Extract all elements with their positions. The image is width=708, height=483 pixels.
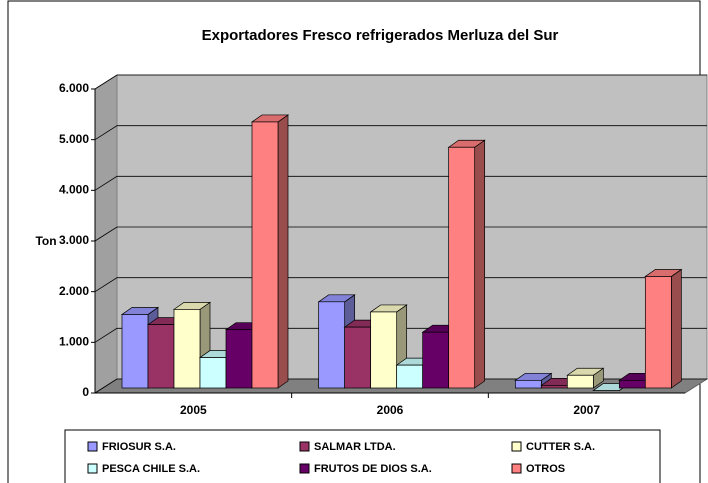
grid-line	[94, 226, 707, 242]
x-tick-label: 2007	[573, 403, 600, 417]
y-tick-label: 6.000	[59, 81, 89, 95]
bar-side	[474, 139, 486, 389]
legend-label: SALMAR LTDA.	[314, 441, 396, 453]
x-tick-label: 2006	[377, 403, 404, 417]
grid-line	[94, 74, 707, 90]
bar-front	[173, 309, 201, 389]
y-axis-label: Ton	[35, 234, 56, 248]
bar-front	[514, 379, 542, 389]
grid-line	[94, 378, 707, 394]
legend-label: FRUTOS DE DIOS S.A.	[314, 463, 432, 475]
grid-line	[94, 125, 707, 141]
bar-front	[225, 329, 253, 389]
y-tick-label: 4.000	[59, 183, 89, 197]
y-tick-label: 0	[82, 385, 89, 399]
legend-label: OTROS	[526, 463, 565, 475]
legend-label: PESCA CHILE S.A.	[102, 463, 200, 475]
legend-box	[64, 429, 661, 483]
y-tick-label: 5.000	[59, 132, 89, 146]
bar	[250, 114, 290, 389]
bar-front	[448, 146, 476, 389]
chart-title: Exportadores Fresco refrigerados Merluza…	[202, 27, 559, 44]
bar	[447, 139, 486, 389]
bar-front	[251, 121, 279, 389]
bar-side	[670, 268, 682, 389]
bar-front	[147, 324, 175, 389]
bar-front	[344, 326, 372, 389]
grid-line	[94, 277, 707, 293]
bar-front	[566, 374, 594, 389]
grid-line	[94, 175, 707, 191]
legend-label: FRIOSUR S.A.	[102, 441, 176, 453]
legend-swatch	[511, 441, 522, 452]
legend-swatch	[511, 463, 522, 474]
x-tick-label: 2005	[180, 403, 207, 417]
bar-front	[618, 379, 646, 389]
bar-front	[121, 314, 149, 389]
bar-front	[396, 364, 424, 389]
bar	[566, 367, 605, 389]
y-tick-label: 2.000	[59, 284, 89, 298]
bar-front	[422, 331, 450, 389]
legend-swatch	[299, 463, 310, 474]
legend-swatch	[87, 441, 98, 452]
bar-front	[540, 385, 568, 389]
bar-front	[644, 276, 672, 389]
bar-front	[318, 301, 346, 389]
y-tick-label: 3.000	[59, 233, 89, 247]
bar-front	[199, 357, 227, 389]
y-tick-label: 1.000	[59, 335, 89, 349]
legend-swatch	[87, 463, 98, 474]
grid-line	[94, 327, 707, 343]
bar	[172, 301, 212, 389]
bar	[644, 268, 683, 389]
legend-swatch	[299, 441, 310, 452]
bar-side	[277, 114, 289, 389]
bar-front	[370, 311, 398, 389]
legend-label: CUTTER S.A.	[526, 441, 595, 453]
